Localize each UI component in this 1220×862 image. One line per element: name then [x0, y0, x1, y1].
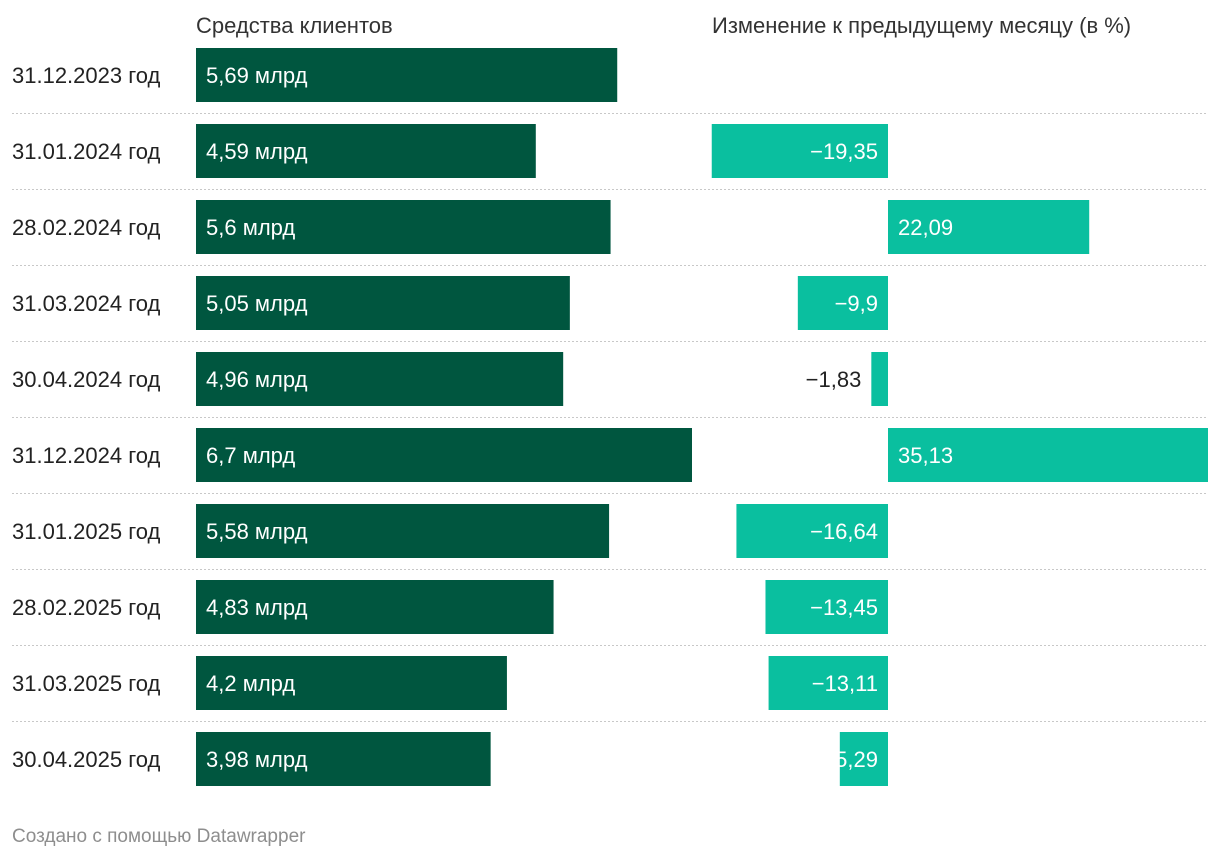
funds-bar-label: 5,69 млрд: [206, 63, 308, 88]
header-client-funds: Средства клиентов: [196, 13, 393, 38]
change-bar-label: 35,13: [898, 443, 953, 468]
row-label: 31.12.2024 год: [12, 443, 161, 468]
funds-bar-label: 5,58 млрд: [206, 519, 308, 544]
footer-credit: Создано с помощью Datawrapper: [12, 826, 306, 847]
change-bar: [839, 732, 888, 786]
row-label: 31.03.2024 год: [12, 291, 161, 316]
funds-bar-label: 5,05 млрд: [206, 291, 308, 316]
change-bar-label: −1,83: [806, 367, 862, 392]
funds-bar: [196, 580, 554, 634]
row-label: 30.04.2025 год: [12, 747, 161, 772]
funds-bar: [196, 732, 491, 786]
funds-bar: [196, 504, 610, 558]
change-bar: [888, 428, 1208, 482]
change-bar: [711, 124, 888, 178]
chart-rows: 31.12.2023 год 5,69 млрд 31.01.2024 год 4,5…: [12, 48, 1208, 786]
funds-bar: [196, 124, 536, 178]
row-label: 31.01.2024 год: [12, 139, 161, 164]
funds-bar: [196, 48, 618, 102]
change-bar-label: −9,9: [835, 291, 878, 316]
change-bar-label: −5,29: [822, 747, 878, 772]
row-label: 28.02.2025 год: [12, 595, 161, 620]
funds-bar: [196, 352, 564, 406]
row-label: 31.12.2023 год: [12, 63, 161, 88]
funds-bar-label: 5,6 млрд: [206, 215, 295, 240]
funds-bar-label: 4,2 млрд: [206, 671, 295, 696]
change-bar: [768, 656, 888, 710]
funds-bar: [196, 656, 507, 710]
header-monthly-change: Изменение к предыдущему месяцу (в %): [712, 13, 1131, 38]
change-bar: [888, 200, 1090, 254]
row-label: 28.02.2024 год: [12, 215, 161, 240]
funds-bar: [196, 200, 611, 254]
change-bar-label: 22,09: [898, 215, 953, 240]
change-bar-label: −13,11: [812, 671, 878, 696]
funds-bar-label: 4,83 млрд: [206, 595, 308, 620]
row-label: 30.04.2024 год: [12, 367, 161, 392]
change-bar-label: −16,64: [810, 519, 878, 544]
funds-bar: [196, 276, 570, 330]
change-bar: [797, 276, 888, 330]
funds-bar-label: 4,59 млрд: [206, 139, 308, 164]
funds-bar-label: 3,98 млрд: [206, 747, 308, 772]
funds-bar-label: 4,96 млрд: [206, 367, 308, 392]
change-bar-label: −13,45: [810, 595, 878, 620]
funds-bar: [196, 428, 692, 482]
change-bar: [736, 504, 888, 558]
row-label: 31.03.2025 год: [12, 671, 161, 696]
change-bar-label: −19,35: [810, 139, 878, 164]
change-bar: [765, 580, 888, 634]
funds-bar-label: 6,7 млрд: [206, 443, 295, 468]
change-bar: [871, 352, 888, 406]
row-label: 31.01.2025 год: [12, 519, 161, 544]
